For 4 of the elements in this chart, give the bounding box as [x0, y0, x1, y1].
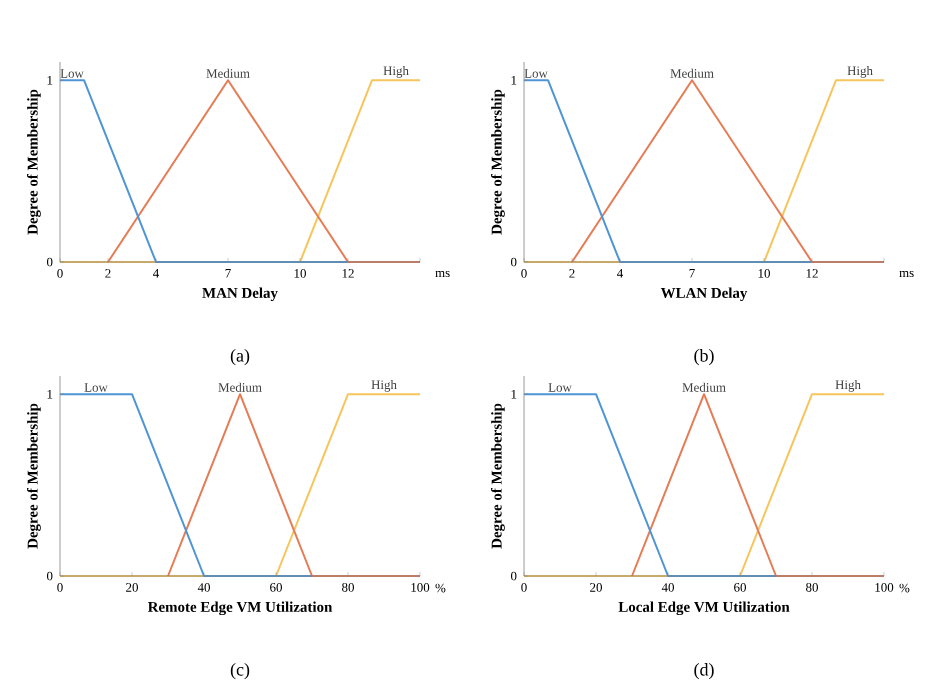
- text: (d): [694, 663, 714, 680]
- text: (c): [230, 663, 250, 680]
- text: (a): [230, 349, 250, 366]
- text: (b): [694, 349, 714, 366]
